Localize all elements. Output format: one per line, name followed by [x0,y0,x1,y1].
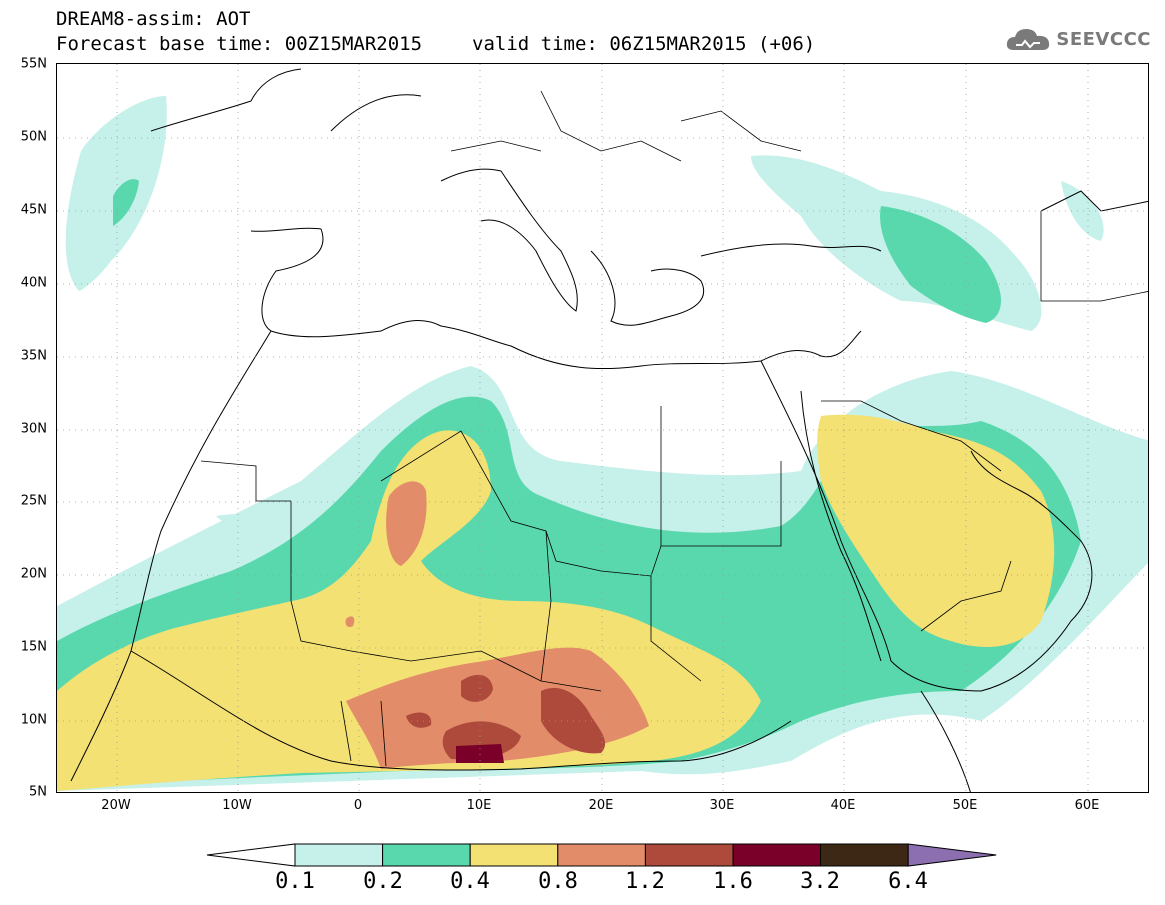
lon-label-60e: 60E [1074,798,1100,813]
colorbar-label-1.2: 1.2 [625,869,665,894]
colorbar-swatch-above-6.4 [907,843,997,867]
colorbar-swatch-below-0.1 [206,843,296,867]
lon-label-10w: 10W [222,798,252,813]
colorbar-swatch-0.1 [294,843,384,867]
lat-label-20n: 20N [20,566,47,582]
colorbar-label-0.4: 0.4 [450,869,490,894]
colorbar-swatch-0.4 [469,843,559,867]
colorbar-label-0.8: 0.8 [538,869,578,894]
colorbar-label-0.2: 0.2 [363,869,403,894]
coastlines [70,68,1148,792]
chart-title: DREAM8-assim: AOT [56,8,251,30]
lat-label-35n: 35N [20,348,47,364]
logo-text: SEEVCCC [1056,28,1151,50]
colorbar-label-6.4: 6.4 [888,869,928,894]
forecast-base-time: Forecast base time: 00Z15MAR2015 [56,33,423,55]
colorbar [206,843,997,867]
colorbar-swatch-0.8 [557,843,646,867]
lon-label-10e: 10E [466,798,492,813]
lon-label-20w: 20W [101,798,131,813]
cloud-icon [1007,29,1050,50]
lat-label-25n: 25N [20,493,47,509]
aot-map [56,63,1149,793]
lon-label-20e: 20E [588,798,614,813]
colorbar-label-1.6: 1.6 [713,869,753,894]
colorbar-swatch-0.2 [382,843,471,867]
lat-label-30n: 30N [20,421,47,437]
colorbar-swatch-1.2 [644,843,734,867]
country-borders [200,90,1148,767]
colorbar-swatch-3.2 [820,843,909,867]
colorbar-label-0.1: 0.1 [275,869,315,894]
lon-label-30e: 30E [709,798,735,813]
lat-label-55n: 55N [20,56,47,72]
colorbar-swatch-1.6 [732,843,822,867]
lon-label-50e: 50E [952,798,978,813]
lat-label-45n: 45N [20,202,47,218]
graticule [57,64,1148,792]
colorbar-label-3.2: 3.2 [800,869,840,894]
lat-label-50n: 50N [20,129,47,145]
lat-label-40n: 40N [20,275,47,291]
lat-label-5n: 5N [29,784,47,800]
time-info: Forecast base time: 00Z15MAR2015 valid ti… [56,33,815,55]
lat-label-10n: 10N [20,712,47,728]
valid-time: valid time: 06Z15MAR2015 (+06) [472,33,816,55]
seevccc-logo: SEEVCCC [1004,24,1151,54]
lon-label-0: 0 [353,798,363,813]
aot-level-1.6 [456,744,504,763]
lon-label-40e: 40E [830,798,856,813]
lat-label-15n: 15N [20,639,47,655]
